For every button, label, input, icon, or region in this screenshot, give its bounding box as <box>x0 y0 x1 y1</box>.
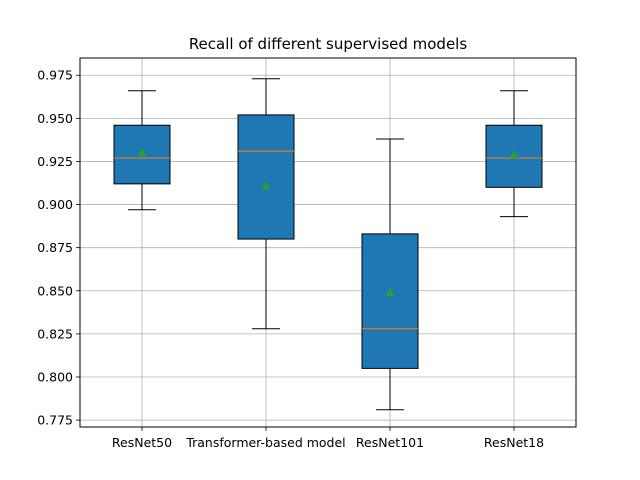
mean-marker <box>137 148 147 157</box>
x-tick-label: Transformer-based model <box>185 435 345 450</box>
box-iqr <box>237 114 295 240</box>
y-tick-label: 0.875 <box>37 240 73 255</box>
plot-area-frame <box>79 57 577 428</box>
x-tick-label: ResNet50 <box>112 435 172 450</box>
y-tick-label: 0.775 <box>37 413 73 428</box>
box-iqr <box>361 233 419 369</box>
y-axis-ticks: 0.775 0.800 0.825 0.850 0.875 0.900 0.925 0.950… <box>37 68 80 428</box>
y-tick-label: 0.975 <box>37 68 73 83</box>
x-tick-label: ResNet101 <box>356 435 424 450</box>
x-tick-label: ResNet18 <box>484 435 544 450</box>
mean-marker <box>385 288 395 297</box>
y-tick-label: 0.800 <box>37 369 73 384</box>
y-tick-label: 0.850 <box>37 283 73 298</box>
mean-marker <box>509 150 519 159</box>
y-tick-label: 0.825 <box>37 326 73 341</box>
y-tick-label: 0.900 <box>37 197 73 212</box>
mean-marker <box>261 181 271 190</box>
y-tick-label: 0.925 <box>37 154 73 169</box>
boxes-layer <box>113 78 543 411</box>
y-tick-label: 0.950 <box>37 111 73 126</box>
chart-title: Recall of different supervised models <box>189 35 468 53</box>
x-axis-ticks: ResNet50 Transformer-based model ResNet101… <box>112 427 544 450</box>
